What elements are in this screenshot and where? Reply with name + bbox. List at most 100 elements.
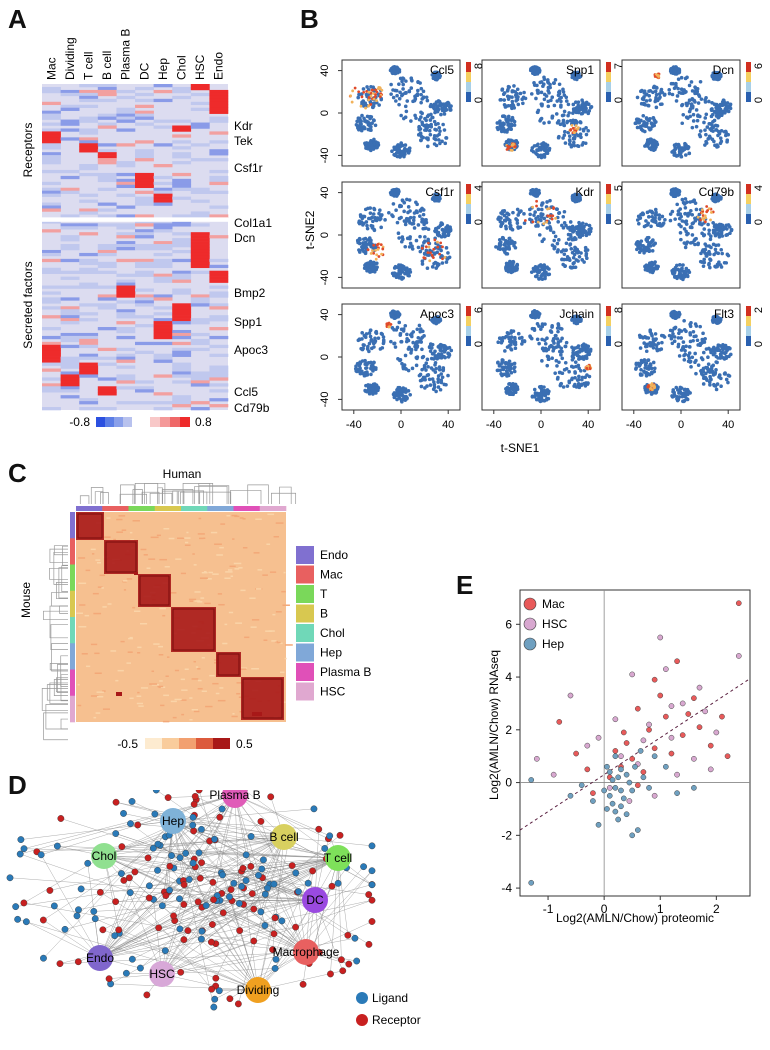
tsne-point (419, 100, 423, 105)
panel-a-heatmap-cell (116, 273, 136, 277)
tsne-point-expressed (371, 92, 375, 95)
tsne-point-expressed (546, 214, 550, 218)
tsne-point (672, 69, 677, 73)
tsne-point (681, 146, 686, 151)
tsne-point (366, 127, 371, 132)
tsne-point (539, 327, 543, 331)
panel-a-heatmap-cell (116, 288, 136, 292)
panel-a-heatmap-cell (153, 220, 173, 224)
tsne-point (683, 141, 687, 146)
tsne-point (551, 349, 555, 353)
tsne-point (367, 341, 372, 346)
tsne-point (508, 138, 513, 143)
tsne-point (683, 211, 688, 216)
panel-a-column-label: HSC (193, 54, 207, 80)
tsne-point (508, 268, 512, 273)
tsne-point (396, 231, 401, 235)
tsne-point (571, 255, 576, 260)
tsne-point (359, 127, 364, 132)
tsne-point (568, 118, 573, 123)
tsne-y-tick-label: -40 (319, 147, 331, 163)
panel-a-heatmap-cell (79, 172, 99, 177)
panel-c-dendrogram-branch (56, 582, 68, 600)
tsne-point (433, 363, 437, 367)
panel-a-heatmap-cell (153, 98, 173, 103)
panel-a-heatmap-cell (209, 110, 229, 114)
tsne-point (586, 352, 590, 356)
tsne-point (719, 376, 723, 381)
panel-a-heatmap-cell (42, 258, 61, 263)
tsne-point (542, 155, 547, 159)
panel-a-heatmap-cell (97, 347, 117, 352)
panel-a-heatmap-cell (116, 89, 136, 94)
panel-a-heatmap-cell (79, 398, 99, 402)
tsne-point (436, 380, 440, 384)
tsne-point (584, 356, 589, 361)
tsne-gene-label: Jchain (559, 307, 594, 321)
tsne-point (424, 361, 429, 365)
panel-a-heatmap-cell (60, 214, 80, 218)
panel-a-heatmap-cell (153, 164, 173, 168)
tsne-colorbar-min: 0 (753, 341, 765, 347)
panel-a-heatmap-cell (209, 279, 229, 283)
tsne-point (434, 128, 439, 132)
panel-a-heatmap-cell (172, 321, 192, 325)
tsne-point (369, 238, 373, 243)
tsne-point (673, 265, 678, 270)
panel-a-heatmap-cell (79, 140, 99, 144)
tsne-point-expressed (367, 104, 370, 108)
panel-a-heatmap-cell (60, 338, 80, 343)
tsne-point (411, 99, 415, 104)
tsne-point (711, 197, 716, 202)
tsne-colorbar-segment (746, 62, 751, 72)
tsne-point (715, 124, 720, 128)
tsne-point (545, 200, 549, 204)
tsne-point (406, 368, 411, 373)
tsne-point (502, 102, 507, 107)
tsne-point (688, 333, 693, 337)
panel-a-heatmap-cell (60, 335, 80, 340)
tsne-point (355, 369, 359, 374)
tsne-point (711, 194, 716, 199)
tsne-point (370, 215, 374, 220)
panel-c-dendrogram-branch (79, 495, 90, 504)
panel-a-heatmap-cell (135, 140, 154, 144)
tsne-point (354, 122, 359, 127)
tsne-point-expressed (371, 249, 374, 253)
tsne-colorbar-max: 2 (753, 307, 765, 313)
tsne-point (683, 269, 688, 274)
tsne-point (710, 370, 715, 374)
tsne-point (366, 344, 370, 349)
tsne-point (401, 76, 405, 80)
tsne-point (573, 346, 577, 350)
tsne-point (707, 231, 711, 236)
tsne-colorbar-min: 0 (613, 341, 625, 347)
tsne-point (651, 243, 656, 247)
panel-a-heatmap-cell (190, 190, 210, 194)
tsne-point (672, 394, 676, 399)
tsne-point-expressed (647, 384, 650, 387)
tsne-point (373, 336, 377, 341)
tsne-point (573, 360, 578, 364)
tsne-point (399, 275, 404, 280)
tsne-point-expressed (428, 259, 432, 263)
tsne-point (410, 247, 415, 251)
tsne-point (366, 141, 371, 146)
panel-a-heatmap-cell (60, 344, 80, 349)
tsne-point (505, 374, 509, 378)
panel-a-heatmap-cell (153, 392, 173, 396)
panel-a-heatmap-cell (190, 199, 210, 203)
tsne-point-expressed (427, 241, 430, 245)
tsne-point (534, 151, 538, 155)
panel-a-heatmap-cell (60, 187, 80, 191)
panel-a-heatmap-cell (116, 161, 136, 165)
tsne-point (579, 135, 583, 140)
tsne-point (583, 229, 588, 234)
tsne-point (499, 129, 504, 134)
panel-a-heatmap-cell (135, 303, 154, 307)
panel-a-heatmap-cell (135, 300, 154, 304)
tsne-point (655, 348, 660, 353)
tsne-point-expressed (649, 387, 653, 391)
tsne-point (691, 112, 696, 117)
tsne-point-expressed (531, 220, 535, 224)
